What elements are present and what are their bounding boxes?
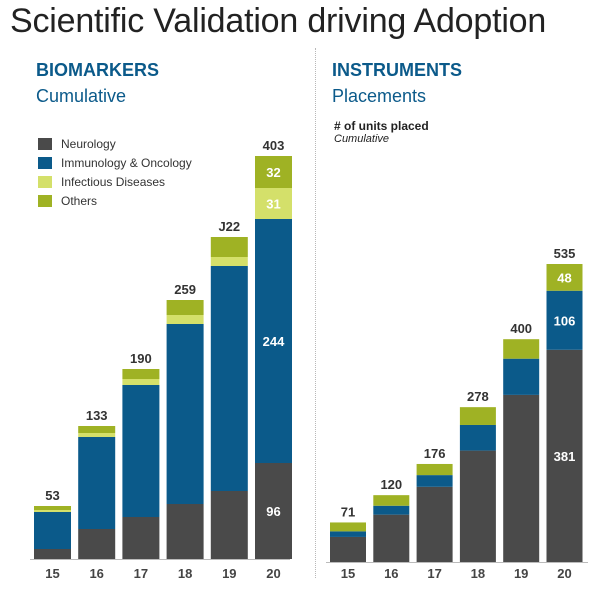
legend-item: Immunology & Oncology (38, 153, 192, 172)
page-title: Scientific Validation driving Adoption (10, 2, 547, 40)
biomarkers-bar-segment (166, 504, 204, 559)
note-subtitle: Cumulative (334, 133, 390, 145)
biomarkers-x-tick-label: 16 (89, 566, 103, 581)
instruments-note: # of units placed Cumulative (334, 119, 429, 145)
legend-swatch (38, 156, 52, 169)
biomarkers-total-label: 133 (86, 408, 108, 423)
instruments-bar-segment (416, 475, 453, 487)
biomarkers-bar-segment (210, 257, 248, 266)
biomarkers-bar-segment (34, 506, 71, 510)
instruments-bar-segment (503, 339, 540, 359)
biomarkers-x-tick-label: 18 (178, 566, 192, 581)
biomarkers-bar-segment (210, 237, 248, 257)
biomarkers-x-tick-label: 15 (45, 566, 59, 581)
instruments-bar-segment (459, 450, 496, 562)
biomarkers-segment-label: 32 (266, 165, 280, 180)
biomarkers-bar-segment (255, 188, 292, 219)
instruments-total-label: 278 (467, 389, 489, 404)
instruments-x-tick-label: 19 (514, 566, 528, 581)
biomarkers-segment-label: 244 (263, 334, 285, 349)
instruments-bar-segment (373, 505, 410, 515)
biomarkers-total-label: 259 (174, 282, 196, 297)
instruments-bar-segment (546, 290, 583, 350)
biomarkers-total-label: J22 (218, 219, 240, 234)
biomarkers-bar-segment (78, 437, 116, 529)
biomarkers-bar-segment (166, 324, 204, 504)
instruments-bar-segment (546, 349, 583, 562)
instruments-bar-segment (416, 486, 453, 562)
instruments-total-label: 71 (341, 504, 355, 519)
legend-swatch (38, 194, 52, 207)
biomarkers-bar-segment (210, 266, 248, 491)
biomarkers-bar-segment (34, 512, 71, 549)
legend-label: Neurology (61, 136, 116, 151)
legend-label: Others (61, 193, 98, 208)
instruments-subheading: Placements (332, 86, 427, 106)
instruments-x-tick-label: 15 (341, 566, 355, 581)
instruments-bar-segment (416, 463, 453, 476)
biomarkers-bar-segment (78, 433, 116, 437)
biomarkers-bar-segment (210, 491, 248, 559)
instruments-segment-label: 106 (554, 313, 576, 328)
biomarkers-x-tick-label: 19 (222, 566, 236, 581)
instruments-bar-segment (373, 495, 410, 506)
note-title: # of units placed (334, 119, 429, 133)
instruments-total-label: 535 (554, 246, 576, 261)
biomarkers-heading: BIOMARKERS (36, 60, 160, 80)
biomarkers-bar-segment (78, 426, 116, 433)
instruments-bar-segment (330, 536, 366, 562)
instruments-bar-segment (373, 514, 410, 562)
panel-divider (315, 48, 316, 578)
legend-item: Neurology (38, 134, 192, 153)
instruments-bar-segment (459, 407, 496, 425)
instruments-x-tick-label: 16 (384, 566, 398, 581)
legend-swatch (38, 175, 52, 188)
instruments-bar-segment (330, 531, 366, 537)
biomarkers-subheading: Cumulative (36, 86, 127, 106)
instruments-x-tick-label: 20 (557, 566, 571, 581)
biomarkers-bar-segment (34, 510, 71, 512)
instruments-bar-segment (503, 394, 540, 562)
instruments-segment-label: 381 (554, 449, 576, 464)
biomarkers-bar-segment (122, 517, 160, 559)
biomarkers-bar-segment (122, 379, 160, 385)
biomarkers-bar-segment (166, 315, 204, 324)
biomarkers-bar-segment (255, 219, 292, 463)
instruments-x-tick-label: 17 (427, 566, 441, 581)
instruments-total-label: 400 (510, 321, 532, 336)
biomarkers-total-label: 190 (130, 351, 152, 366)
legend-label: Infectious Diseases (61, 174, 166, 189)
instruments-segment-label: 48 (557, 270, 571, 285)
legend-item: Infectious Diseases (38, 172, 192, 191)
legend: Neurology Immunology & Oncology Infectio… (38, 134, 192, 210)
biomarkers-bar-segment (78, 529, 116, 559)
instruments-bar-segment (459, 424, 496, 451)
biomarkers-segment-label: 31 (266, 197, 280, 212)
instruments-bar-segment (503, 358, 540, 395)
biomarkers-bar-segment (122, 385, 160, 517)
biomarkers-bar-segment (122, 369, 160, 379)
instruments-x-tick-label: 18 (471, 566, 485, 581)
instruments-bar-segment (546, 264, 583, 291)
instruments-total-label: 176 (424, 446, 446, 461)
biomarkers-segment-label: 96 (266, 504, 280, 519)
biomarkers-total-label: 403 (263, 138, 285, 153)
biomarkers-x-tick-label: 17 (134, 566, 148, 581)
biomarkers-bar-segment (166, 300, 204, 315)
legend-swatch (38, 137, 52, 150)
instruments-heading: INSTRUMENTS (332, 60, 462, 80)
biomarkers-bar-segment (255, 463, 292, 559)
legend-label: Immunology & Oncology (61, 155, 192, 170)
biomarkers-x-tick-label: 20 (266, 566, 280, 581)
instruments-total-label: 120 (380, 477, 402, 492)
instruments-bar-segment (330, 522, 366, 532)
biomarkers-bar-segment (34, 549, 71, 559)
biomarkers-bar-segment (255, 156, 292, 188)
biomarkers-total-label: 53 (45, 488, 59, 503)
legend-item: Others (38, 191, 192, 210)
